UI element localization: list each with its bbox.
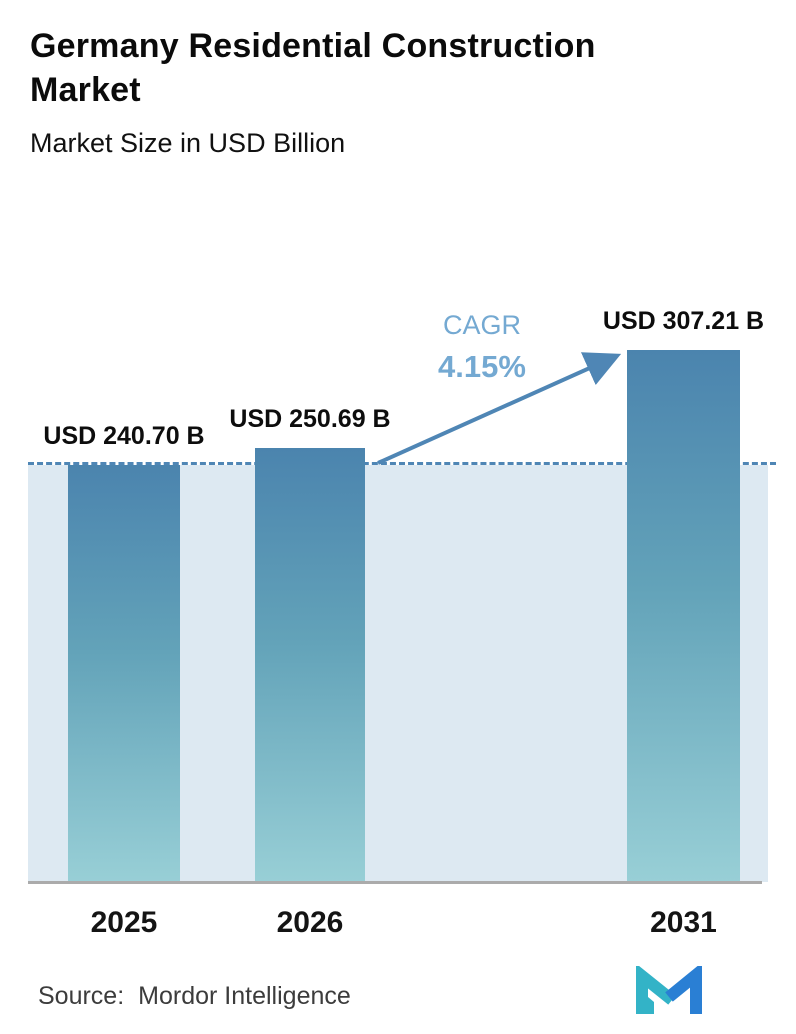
x-axis-line — [28, 881, 762, 884]
chart-header: Germany Residential Construction Market … — [30, 24, 670, 159]
cagr-annotation: CAGR 4.15% — [382, 310, 582, 385]
source-label: Source: — [38, 982, 125, 1010]
x-axis-label: 2031 — [650, 906, 717, 939]
bar-value-label: USD 240.70 B — [43, 422, 205, 451]
cagr-label: CAGR — [442, 310, 521, 340]
x-axis-label: 2026 — [276, 906, 344, 939]
bar — [255, 447, 365, 882]
bar-column-2025: USD 240.70 B 2025 — [43, 300, 204, 939]
cagr-value: 4.15% — [438, 349, 526, 384]
bar-value-label: USD 307.21 B — [602, 306, 765, 335]
plot-area: USD 240.70 B 2025 USD 250.69 B 2026 USD … — [28, 300, 776, 939]
chart-subtitle: Market Size in USD Billion — [30, 128, 346, 159]
bar-column-2026: USD 250.69 B 2026 — [229, 300, 390, 939]
bar-column-2031: USD 307.21 B 2031 — [603, 300, 764, 939]
bar — [68, 465, 180, 882]
mordor-intelligence-logo — [636, 966, 702, 1014]
bar-value-label: USD 250.69 B — [229, 404, 391, 433]
bar — [627, 349, 740, 882]
x-axis-label: 2025 — [90, 906, 158, 939]
source-attribution: Source: Mordor Intelligence — [38, 982, 351, 1011]
source-name: Mordor Intelligence — [138, 982, 351, 1010]
chart-title: Germany Residential Construction Market — [30, 27, 596, 110]
